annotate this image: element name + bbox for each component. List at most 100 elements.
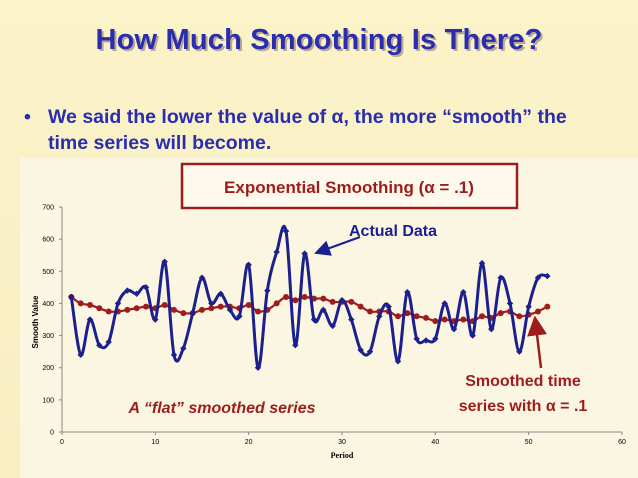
actual-point	[208, 300, 215, 307]
bullet-text: We said the lower the value of α, the mo…	[48, 106, 567, 154]
y-tick-label: 400	[42, 301, 54, 308]
actual-point	[385, 303, 392, 310]
bullet-point: • We said the lower the value of α, the …	[24, 104, 584, 156]
smoothed-point	[320, 295, 327, 302]
smoothed-point	[96, 305, 103, 312]
smoothed-point	[255, 308, 261, 315]
smoothed-point	[357, 303, 364, 310]
y-tick-labels: 0 100 200 300 400 500 600 700	[42, 205, 62, 437]
smoothed-point	[423, 314, 429, 321]
actual-point	[170, 351, 178, 359]
actual-point	[152, 316, 159, 323]
y-tick-label: 700	[42, 205, 54, 212]
x-tick-label: 60	[618, 439, 626, 446]
x-axis-label: Period	[331, 451, 354, 460]
smoothed-point	[329, 298, 336, 305]
x-tick-labels: 0 10 20 30 40 50 60	[60, 432, 626, 446]
actual-point	[86, 316, 94, 323]
smoothed-point	[133, 305, 140, 312]
smoothed-point	[77, 300, 84, 307]
actual-point	[180, 345, 187, 352]
actual-point	[114, 300, 122, 307]
actual-point	[68, 293, 75, 301]
smoothed-point	[348, 298, 355, 305]
actual-point	[310, 316, 318, 323]
actual-point	[338, 297, 346, 304]
actual-point	[488, 325, 495, 333]
smoothed-point	[535, 308, 541, 315]
chart-title-box	[180, 162, 519, 210]
smoothed-point	[413, 313, 420, 320]
actual-point	[245, 261, 252, 269]
actual-point	[77, 351, 84, 359]
smoothed-point	[432, 318, 439, 325]
actual-point	[348, 316, 355, 323]
actual-data-label: Actual Data	[349, 223, 437, 240]
smoothed-point	[441, 316, 448, 323]
flat-note: A “flat” smoothed series	[127, 400, 315, 417]
actual-point	[366, 348, 374, 355]
smoothed-point	[367, 308, 373, 315]
actual-point	[217, 290, 224, 297]
actual-point	[292, 342, 299, 349]
smoothed-label-line-2: series with α = .1	[459, 398, 588, 415]
y-tick-label: 300	[42, 333, 54, 340]
x-tick-label: 20	[245, 439, 253, 446]
actual-point	[506, 300, 514, 307]
actual-point	[189, 309, 196, 317]
actual-point	[264, 287, 271, 294]
y-tick-label: 500	[42, 269, 54, 276]
y-axis-label: Smooth Value	[31, 295, 40, 348]
smoothed-point	[105, 308, 112, 315]
slide-title: How Much Smoothing Is There?	[95, 24, 543, 56]
actual-point	[142, 284, 150, 291]
actual-point	[273, 248, 280, 256]
actual-point	[357, 346, 364, 354]
x-tick-label: 10	[151, 439, 159, 446]
smoothed-point	[161, 302, 168, 309]
actual-point	[460, 288, 467, 296]
x-tick-label: 40	[431, 439, 439, 446]
actual-point	[441, 300, 448, 307]
actual-point	[525, 303, 532, 310]
actual-point	[105, 338, 112, 346]
chart-title: Exponential Smoothing (α = .1)	[224, 178, 474, 197]
smoothed-point	[273, 300, 280, 307]
actual-point	[96, 342, 103, 349]
bullet-marker: •	[24, 106, 31, 128]
smoothed-point	[460, 316, 467, 323]
actual-point	[161, 258, 168, 265]
y-tick-label: 600	[42, 237, 54, 244]
smoothed-point	[180, 310, 187, 317]
x-tick-label: 30	[338, 439, 346, 446]
smoothed-label-line-1: Smoothed time	[465, 373, 581, 390]
x-tick-label: 50	[525, 439, 533, 446]
smoothed-point	[404, 310, 411, 317]
smoothed-point	[497, 310, 504, 317]
smoothed-point	[292, 297, 299, 304]
actual-point	[320, 306, 327, 314]
actual-data-arrow	[314, 236, 361, 256]
x-tick-label: 0	[60, 439, 64, 446]
actual-point	[404, 288, 411, 296]
y-tick-label: 0	[50, 430, 54, 437]
smoothed-point	[87, 302, 93, 309]
smoothed-point	[199, 306, 205, 313]
actual-point	[198, 274, 206, 281]
smoothed-point	[143, 303, 149, 310]
smoothed-point	[283, 294, 289, 300]
smoothed-point	[124, 306, 131, 313]
actual-point	[450, 325, 458, 333]
actual-point	[413, 335, 420, 342]
actual-point	[282, 227, 290, 235]
actual-point	[376, 313, 383, 320]
actual-point	[301, 250, 308, 257]
actual-point	[478, 260, 486, 267]
actual-point	[469, 332, 476, 339]
actual-point	[329, 322, 336, 330]
smoothed-point	[171, 306, 177, 313]
actual-point	[394, 358, 402, 365]
actual-point	[497, 274, 504, 281]
smoothed-arrow	[527, 315, 548, 369]
